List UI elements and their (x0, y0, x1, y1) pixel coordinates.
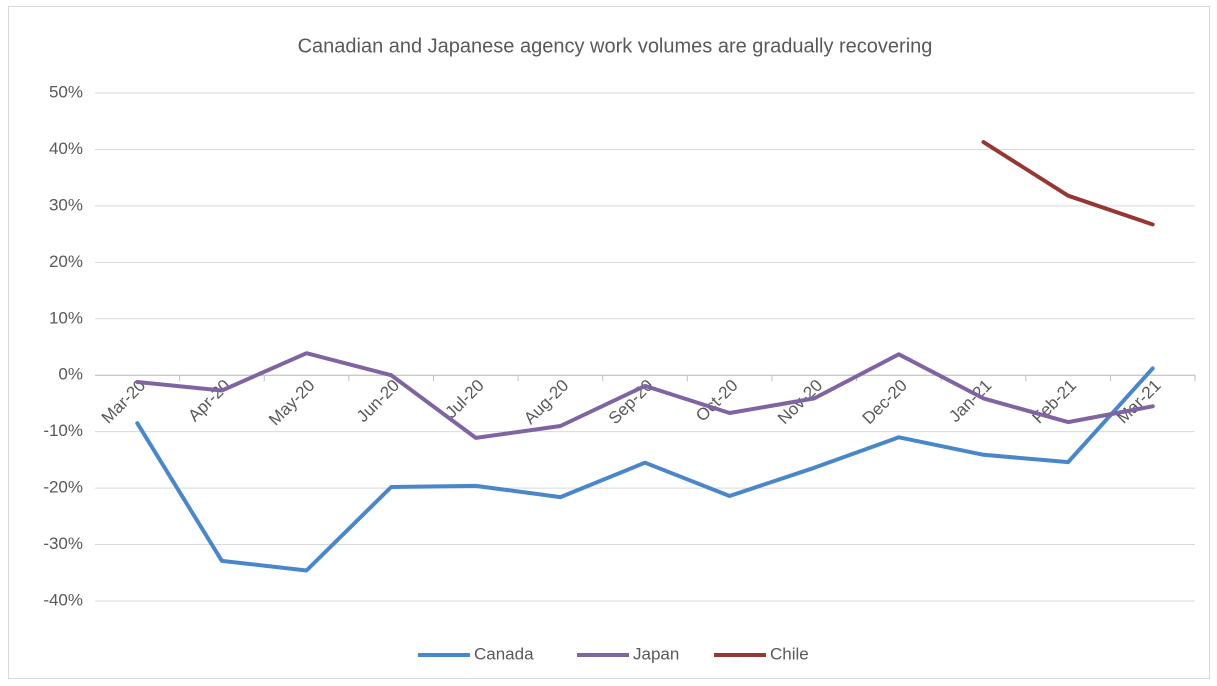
y-tick-label: -20% (43, 478, 83, 497)
chart-border (8, 6, 1210, 679)
y-tick-label: 0% (58, 365, 83, 384)
legend-label: Chile (770, 644, 809, 663)
y-tick-label: 30% (49, 195, 83, 214)
y-tick-label: -40% (43, 590, 83, 609)
y-tick-label: 40% (49, 139, 83, 158)
y-tick-label: 20% (49, 252, 83, 271)
series-line (135, 366, 1155, 573)
legend-label: Canada (474, 644, 534, 663)
legend-label: Japan (633, 644, 679, 663)
y-tick-label: -30% (43, 534, 83, 553)
y-tick-label: 10% (49, 308, 83, 327)
series-line (135, 351, 1155, 440)
y-tick-label: -10% (43, 421, 83, 440)
chart-title: Canadian and Japanese agency work volume… (298, 35, 933, 57)
series-line (981, 140, 1155, 227)
y-tick-label: 50% (49, 82, 83, 101)
